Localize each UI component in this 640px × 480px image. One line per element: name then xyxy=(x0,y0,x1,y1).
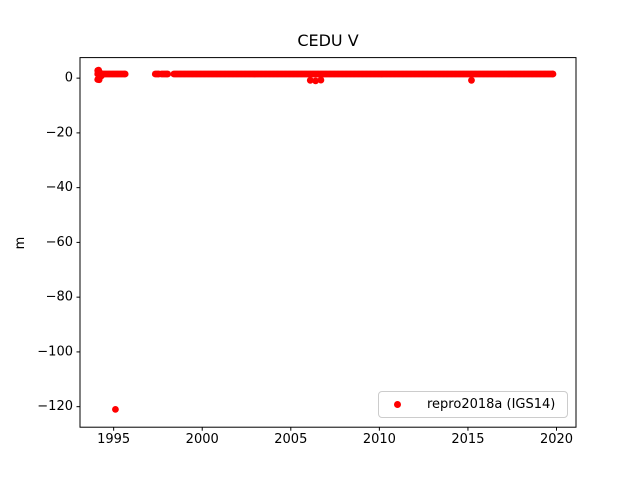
y-tick-label: −60 xyxy=(46,235,73,250)
scatter-point xyxy=(549,70,557,78)
scatter-point xyxy=(317,76,325,84)
legend: repro2018a (IGS14) xyxy=(378,391,568,418)
x-tick-label: 2000 xyxy=(186,432,219,447)
scatter-point xyxy=(97,72,105,80)
y-tick-label: −20 xyxy=(46,125,73,140)
legend-label: repro2018a (IGS14) xyxy=(427,397,556,412)
scatter-point xyxy=(121,70,129,78)
y-tick-label: 0 xyxy=(65,71,73,86)
y-tick-label: −80 xyxy=(46,290,73,305)
x-tick-label: 2015 xyxy=(451,432,484,447)
x-tick-label: 1995 xyxy=(97,432,130,447)
legend-marker-dot-icon xyxy=(394,401,401,408)
scatter-point xyxy=(468,76,475,84)
scatter-point xyxy=(306,76,314,84)
x-tick-label: 2005 xyxy=(274,432,307,447)
x-tick-label: 2020 xyxy=(540,432,573,447)
axes-spines xyxy=(79,57,577,428)
y-tick-label: −120 xyxy=(37,399,73,414)
x-tick-label: 2010 xyxy=(363,432,396,447)
outlier-point xyxy=(112,406,119,413)
scatter-point xyxy=(164,70,172,78)
y-tick-label: −40 xyxy=(46,180,73,195)
chart-title: CEDU V xyxy=(297,31,359,50)
y-tick-label: −100 xyxy=(37,344,73,359)
scatter-point xyxy=(312,77,319,85)
